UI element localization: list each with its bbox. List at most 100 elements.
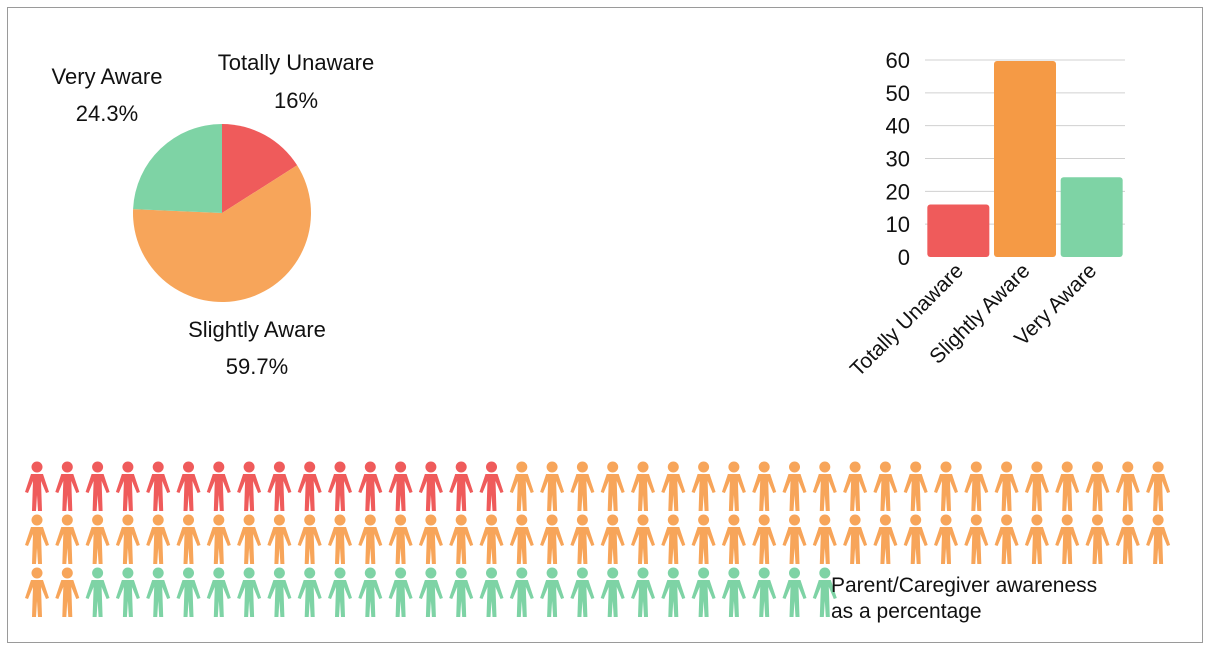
- person-icon: [237, 514, 262, 564]
- bar-slightly-aware: [994, 60, 1056, 257]
- person-icon: [55, 461, 80, 511]
- person-icon: [721, 567, 746, 617]
- person-icon: [25, 514, 49, 564]
- person-icon: [843, 514, 868, 564]
- person-icon: [418, 461, 443, 511]
- person-icon: [146, 567, 171, 617]
- person-icon: [1055, 461, 1080, 511]
- pie-chart: Very Aware 24.3% Totally Unaware 16% Sli…: [52, 50, 375, 379]
- person-icon: [994, 514, 1019, 564]
- pie-slice-totally-unaware: [222, 124, 298, 213]
- pie-label-slightly-aware-name: Slightly Aware: [188, 317, 326, 342]
- person-icon: [509, 514, 534, 564]
- person-icon: [752, 567, 777, 617]
- person-icon: [691, 461, 716, 511]
- person-icon: [661, 514, 686, 564]
- person-icon: [934, 461, 958, 511]
- person-icon: [206, 514, 231, 564]
- person-icon: [600, 567, 625, 617]
- person-icon: [903, 461, 928, 511]
- person-icon: [1055, 514, 1080, 564]
- pictogram-caption-line-1: Parent/Caregiver awareness: [831, 574, 1098, 597]
- bar-ytick-label: 20: [886, 179, 910, 204]
- person-icon: [25, 567, 49, 617]
- person-icon: [600, 461, 625, 511]
- person-icon: [1085, 461, 1110, 511]
- person-icon: [782, 514, 807, 564]
- bar-ytick-label: 50: [886, 81, 910, 106]
- person-icon: [418, 567, 443, 617]
- person-icon: [812, 461, 837, 511]
- bar-ytick-label: 30: [886, 147, 910, 172]
- person-icon: [812, 514, 837, 564]
- person-icon: [479, 514, 504, 564]
- person-icon: [843, 461, 868, 511]
- pie-label-slightly-aware-pct: 59.7%: [226, 354, 288, 379]
- pictogram-caption: Parent/Caregiver awareness as a percenta…: [831, 573, 1097, 625]
- person-icon: [267, 461, 292, 511]
- person-icon: [55, 567, 80, 617]
- bar-ytick-label: 0: [898, 245, 910, 270]
- person-icon: [1024, 514, 1049, 564]
- person-icon: [721, 514, 746, 564]
- person-icon: [691, 514, 716, 564]
- person-icon: [1085, 514, 1110, 564]
- person-icon: [631, 567, 655, 617]
- bar-ytick-label: 60: [886, 48, 910, 73]
- person-icon: [1146, 514, 1171, 564]
- person-icon: [115, 567, 140, 617]
- person-icon: [55, 514, 80, 564]
- person-icon: [115, 461, 140, 511]
- bar-ytick-label: 40: [886, 114, 910, 139]
- person-icon: [267, 514, 292, 564]
- person-icon: [388, 514, 413, 564]
- person-icon: [1115, 514, 1140, 564]
- person-icon: [388, 461, 413, 511]
- person-icon: [115, 514, 140, 564]
- person-icon: [206, 461, 231, 511]
- person-icon: [358, 514, 383, 564]
- person-icon: [873, 514, 898, 564]
- person-icon: [570, 567, 595, 617]
- person-icon: [85, 461, 110, 511]
- pie-slice-slightly-aware: [133, 165, 311, 302]
- person-icon: [146, 514, 171, 564]
- pie-label-very-aware-pct: 24.3%: [76, 101, 138, 126]
- person-icon: [418, 514, 443, 564]
- bar-very-aware: [1060, 177, 1123, 257]
- person-icon: [449, 514, 474, 564]
- person-icon: [903, 514, 928, 564]
- person-icon: [449, 567, 474, 617]
- person-icon: [388, 567, 413, 617]
- person-icon: [176, 514, 201, 564]
- person-icon: [509, 567, 534, 617]
- person-icon: [934, 514, 958, 564]
- person-icon: [994, 461, 1019, 511]
- person-icon: [600, 514, 625, 564]
- person-icon: [297, 567, 322, 617]
- person-icon: [358, 567, 383, 617]
- bar-ytick-label: 10: [886, 212, 910, 237]
- person-icon: [328, 461, 352, 511]
- person-icon: [206, 567, 231, 617]
- person-icon: [297, 461, 322, 511]
- person-icon: [721, 461, 746, 511]
- person-icon: [25, 461, 49, 511]
- pie-label-totally-unaware-name: Totally Unaware: [218, 50, 375, 75]
- person-icon: [1024, 461, 1049, 511]
- person-icon: [782, 567, 807, 617]
- person-icon: [176, 567, 201, 617]
- person-icon: [570, 461, 595, 511]
- person-icon: [146, 461, 171, 511]
- person-icon: [540, 514, 565, 564]
- person-icon: [85, 514, 110, 564]
- person-icon: [237, 461, 262, 511]
- person-icon: [479, 461, 504, 511]
- person-icon: [631, 514, 655, 564]
- person-icon: [297, 514, 322, 564]
- person-icon: [570, 514, 595, 564]
- bar-totally-unaware: [927, 204, 990, 257]
- person-icon: [85, 567, 110, 617]
